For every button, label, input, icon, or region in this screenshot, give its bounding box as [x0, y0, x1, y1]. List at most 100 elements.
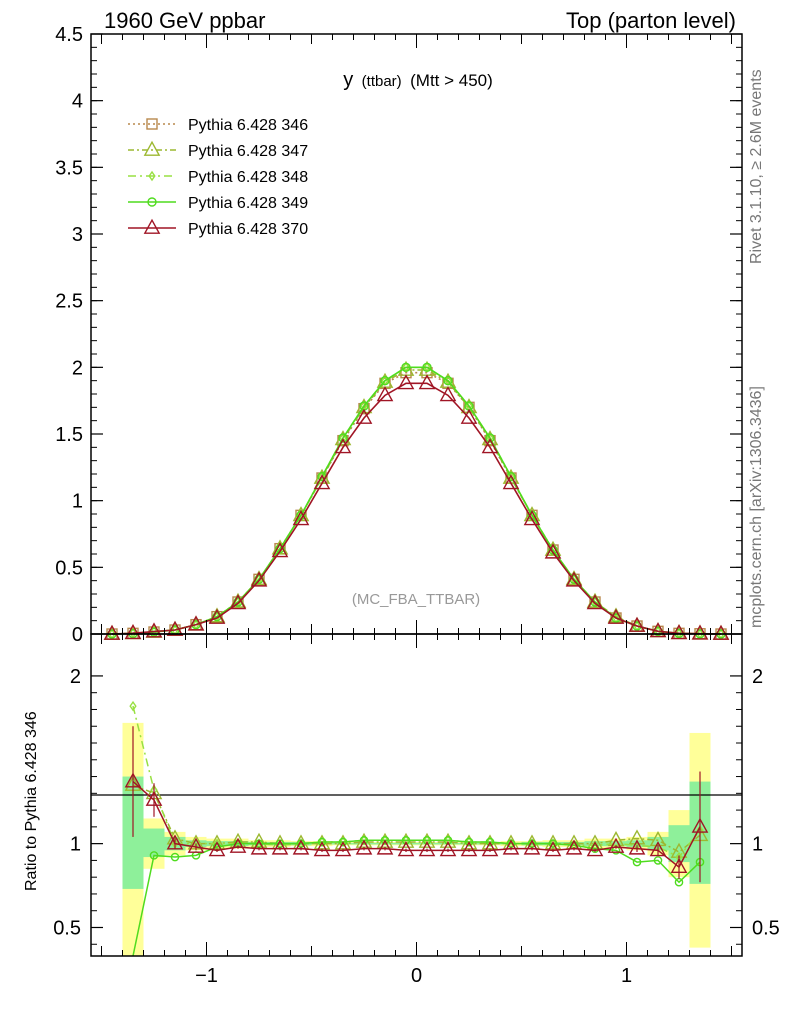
ratio-y-axis-label: Ratio to Pythia 6.428 346 — [23, 711, 40, 891]
ratio-data-point — [334, 841, 352, 857]
ratio-y-tick-label-left: 0.5 — [53, 917, 81, 939]
ratio-data-point — [208, 841, 226, 857]
y-tick-label: 0.5 — [55, 557, 83, 579]
ratio-y-tick-label-right: 0.5 — [752, 917, 780, 939]
y-tick-label: 3.5 — [55, 157, 83, 179]
x-tick-label: −1 — [195, 965, 218, 987]
ratio-data-point — [481, 841, 499, 857]
data-point — [712, 624, 730, 640]
ratio-data-point — [187, 837, 205, 853]
legend-entry: Pythia 6.428 348 — [188, 169, 308, 186]
ratio-data-point — [628, 839, 646, 855]
ratio-data-point — [649, 841, 667, 857]
data-point — [460, 408, 478, 424]
y-tick-label: 2.5 — [55, 291, 83, 313]
ratio-data-point — [439, 841, 457, 857]
data-point — [502, 474, 520, 490]
ratio-data-point — [544, 841, 562, 857]
data-point — [250, 571, 268, 587]
data-point — [380, 375, 390, 386]
main-curves — [103, 360, 730, 640]
ratio-data-point — [565, 839, 583, 855]
legend-marker — [148, 170, 156, 182]
ratio-data-point — [464, 837, 474, 847]
ratio-data-point — [485, 837, 495, 847]
ratio-data-point — [338, 837, 348, 847]
header-left-label: 1960 GeV ppbar — [104, 8, 265, 33]
legend-marker — [147, 197, 157, 207]
ratio-curves — [124, 700, 709, 957]
data-point — [150, 626, 158, 637]
x-tick-label: 0 — [411, 965, 422, 987]
data-point — [670, 624, 688, 640]
legend-entry: Pythia 6.428 347 — [188, 143, 308, 160]
ratio-data-point — [586, 841, 604, 857]
data-point — [485, 433, 495, 443]
ratio-data-point — [502, 839, 520, 855]
data-point — [187, 615, 205, 631]
legend-entry: Pythia 6.428 370 — [188, 221, 308, 238]
ratio-series-line — [132, 839, 701, 957]
data-point — [401, 362, 411, 373]
legend-marker — [143, 218, 161, 234]
mcplots-label: mcplots.cern.ch [arXiv:1306.3436] — [748, 386, 765, 628]
ratio-y-tick-label-right: 2 — [752, 666, 763, 688]
ratio-data-point — [548, 839, 558, 848]
ratio-data-point — [250, 839, 268, 855]
ratio-data-point — [460, 841, 478, 857]
uncertainty-band-inner — [143, 828, 165, 858]
data-point — [208, 608, 226, 624]
y-tick-label: 4.5 — [55, 24, 83, 46]
data-point — [586, 594, 604, 610]
data-point — [649, 622, 667, 638]
ratio-axis-ticks: 0.5 0.5 1 1 2 2 −1 0 1 — [53, 634, 780, 987]
ratio-series-line — [132, 781, 701, 869]
ratio-data-point — [149, 851, 159, 860]
y-tick-label: 1.5 — [55, 424, 83, 446]
data-point — [166, 620, 184, 636]
data-point — [691, 624, 709, 640]
ratio-data-point — [229, 837, 247, 853]
data-point — [229, 594, 247, 610]
ratio-y-tick-label-right: 1 — [752, 834, 763, 856]
ratio-plot-panel: 0.5 0.5 1 1 2 2 −1 0 1 Ratio to Pythia 6.428 346 — [23, 633, 780, 987]
ratio-data-point — [124, 772, 142, 788]
data-point — [607, 608, 625, 624]
main-plot-panel: 0 0.5 1 1.5 2 2.5 3 3.5 4 4.5 y (ttbar) (Mtt > 45… — [55, 24, 743, 646]
header-right-label: Top (parton level) — [566, 8, 736, 33]
ratio-data-point — [170, 852, 180, 862]
ratio-data-point — [129, 700, 137, 712]
y-tick-label: 3 — [72, 224, 83, 246]
data-point — [355, 408, 373, 424]
ratio-y-tick-label-left: 1 — [70, 834, 81, 856]
ratio-data-point — [376, 839, 394, 855]
legend-entry: Pythia 6.428 349 — [188, 195, 308, 212]
data-point — [422, 362, 432, 373]
data-point — [334, 438, 352, 454]
y-tick-label: 1 — [72, 491, 83, 513]
ratio-series-line — [132, 784, 701, 853]
legend-entry: Pythia 6.428 346 — [188, 117, 308, 134]
data-point — [124, 623, 142, 640]
data-point — [523, 510, 541, 526]
y-tick-label: 2 — [72, 357, 83, 379]
y-tick-label: 4 — [72, 91, 83, 113]
ratio-data-point — [313, 841, 331, 857]
data-point — [397, 374, 415, 390]
data-point — [292, 510, 310, 526]
series-line — [111, 382, 722, 635]
rivet-version-label: Rivet 3.1.10, ≥ 2.6M events — [748, 69, 765, 264]
data-point — [443, 375, 453, 386]
ratio-data-point — [355, 839, 373, 855]
data-point — [481, 438, 499, 454]
data-point — [376, 386, 394, 402]
legend-marker — [146, 118, 158, 130]
data-point — [103, 624, 121, 640]
ratio-data-point — [670, 857, 688, 874]
ratio-data-point — [271, 839, 289, 855]
ratio-data-point — [628, 829, 646, 845]
ratio-data-point — [166, 834, 184, 850]
ratio-data-point — [653, 856, 663, 865]
data-point — [418, 374, 436, 390]
